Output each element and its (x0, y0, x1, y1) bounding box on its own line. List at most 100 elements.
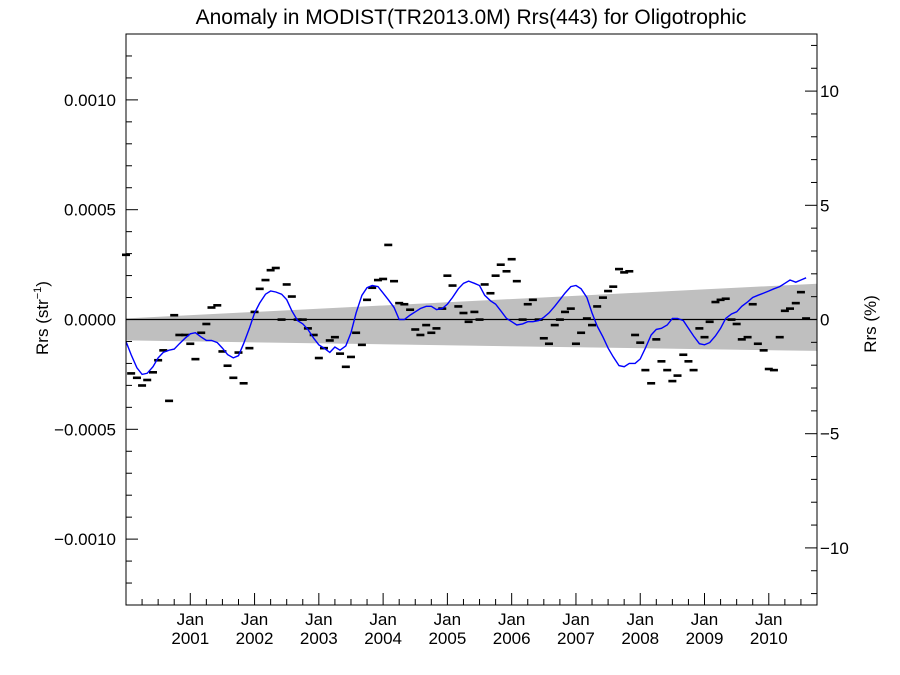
y-left-tick-label: −0.0010 (54, 530, 116, 549)
y-axis-label-left: Rrs (str−1) (32, 281, 52, 355)
data-point (202, 322, 211, 326)
x-tick-label-month: Jan (562, 610, 589, 629)
data-point (464, 320, 473, 324)
data-point (753, 342, 762, 346)
data-point (631, 333, 640, 337)
data-point (748, 302, 757, 306)
data-point (802, 317, 811, 320)
data-point (588, 323, 597, 327)
y-left-tick-label: 0.0010 (64, 91, 116, 110)
y-right-tick-label: 5 (820, 196, 829, 215)
data-point (443, 274, 452, 277)
data-point (700, 335, 709, 339)
y-axis-label-left-sup: −1 (32, 287, 44, 300)
data-point (539, 336, 548, 340)
data-point (245, 346, 254, 350)
data-point (695, 327, 704, 330)
data-point (577, 331, 586, 335)
smoothed-series-line (125, 277, 807, 376)
y-right-tick-label: −5 (820, 425, 839, 444)
data-point (641, 368, 650, 372)
data-point (127, 372, 136, 375)
tick-labels-layer: 0.0010 0.0005 0.0000 −0.0005 −0.0010 10 5 0 −5 −1… (54, 82, 849, 648)
data-point (507, 257, 516, 261)
data-point (636, 341, 645, 344)
data-point (341, 365, 350, 369)
data-point (775, 335, 784, 339)
data-point (470, 310, 479, 314)
smoothed-line-layer (125, 277, 807, 376)
data-point (406, 308, 415, 312)
data-point (582, 317, 591, 320)
data-point (523, 302, 532, 306)
data-point (336, 352, 345, 355)
data-point (261, 278, 270, 282)
x-tick-label-year: 2005 (428, 629, 466, 648)
data-point (395, 301, 404, 305)
data-point (154, 358, 163, 362)
data-point (673, 374, 682, 377)
data-point (330, 335, 339, 339)
x-tick-label-year: 2009 (686, 629, 724, 648)
x-tick-label-year: 2008 (621, 629, 659, 648)
data-point (652, 338, 661, 341)
data-point (711, 300, 720, 304)
data-point (528, 298, 537, 302)
data-point (764, 367, 773, 371)
x-tick-label-year: 2004 (364, 629, 402, 648)
data-point (175, 333, 184, 337)
x-tick-label-year: 2001 (171, 629, 209, 648)
data-point (379, 277, 388, 281)
data-point (181, 333, 190, 337)
data-point (325, 339, 334, 342)
data-point (255, 287, 264, 291)
data-point (416, 333, 425, 337)
data-point (390, 279, 399, 283)
data-point (266, 268, 275, 272)
data-point (791, 301, 800, 305)
data-point (432, 327, 441, 330)
data-point (737, 338, 746, 341)
data-point (314, 356, 323, 360)
data-point (759, 349, 768, 352)
y-right-tick-label: 0 (820, 311, 829, 330)
data-point (620, 271, 629, 274)
data-point (480, 283, 489, 286)
data-point (561, 310, 570, 314)
y-left-tick-label: −0.0005 (54, 420, 116, 439)
data-point (309, 333, 318, 337)
data-point (207, 306, 216, 309)
data-point (234, 351, 243, 354)
data-point (170, 313, 179, 317)
ticks-layer (126, 33, 818, 606)
data-point (352, 331, 361, 335)
data-point (363, 298, 372, 302)
data-point (148, 371, 157, 374)
data-point (271, 266, 280, 270)
y-axis-label-right: Rrs (%) (861, 295, 880, 353)
data-point (550, 323, 559, 327)
data-point (486, 291, 495, 295)
data-point (566, 307, 575, 310)
data-point (615, 267, 624, 271)
data-point (197, 331, 206, 335)
data-point (769, 368, 778, 372)
data-point (625, 269, 634, 273)
data-point (647, 381, 656, 385)
data-point (727, 318, 736, 321)
x-tick-label-month: Jan (691, 610, 718, 629)
data-point (191, 357, 200, 361)
data-point (684, 360, 693, 363)
data-point (454, 305, 463, 308)
data-point (786, 307, 795, 310)
data-point (512, 279, 521, 283)
data-point (346, 355, 355, 359)
data-point (555, 318, 564, 321)
data-point (138, 384, 147, 387)
x-tick-label-month: Jan (177, 610, 204, 629)
x-tick-label-year: 2007 (557, 629, 595, 648)
data-point (223, 364, 232, 368)
data-point (544, 342, 553, 346)
y-right-tick-label: −10 (820, 539, 849, 558)
